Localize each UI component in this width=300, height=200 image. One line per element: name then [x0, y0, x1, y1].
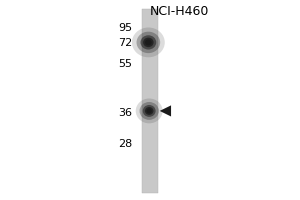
Text: 95: 95: [118, 23, 132, 33]
Bar: [142, 9, 158, 193]
Ellipse shape: [145, 107, 154, 115]
Text: NCI-H460: NCI-H460: [150, 5, 209, 18]
Ellipse shape: [132, 28, 165, 57]
Text: 55: 55: [118, 59, 132, 69]
Ellipse shape: [136, 32, 160, 53]
Ellipse shape: [140, 102, 159, 120]
Ellipse shape: [143, 105, 156, 117]
Ellipse shape: [146, 108, 152, 113]
Ellipse shape: [136, 99, 163, 123]
Text: 72: 72: [118, 38, 132, 48]
Text: 28: 28: [118, 139, 132, 149]
Text: 36: 36: [118, 108, 132, 118]
Ellipse shape: [140, 35, 156, 50]
Ellipse shape: [143, 38, 154, 47]
Polygon shape: [160, 105, 171, 116]
Ellipse shape: [145, 39, 152, 45]
